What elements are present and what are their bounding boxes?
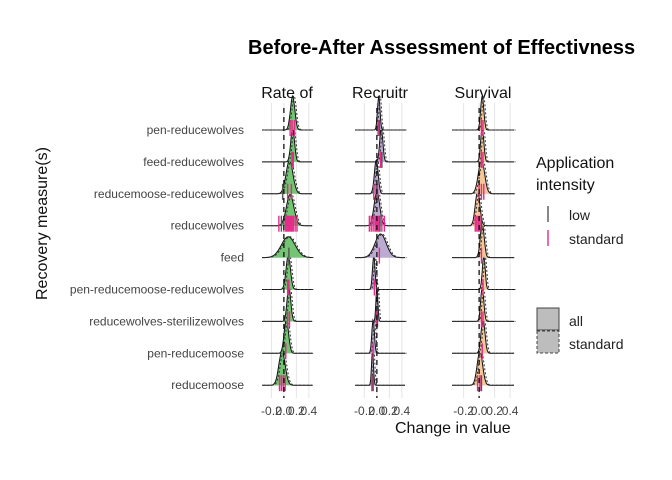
ridge-outline-standard [453, 159, 516, 195]
legend-linetype-all-label: all [569, 313, 584, 329]
panel-title: Survival [455, 85, 512, 102]
ridge-outline [355, 353, 405, 386]
ridge-density [452, 223, 514, 258]
ridge-density [452, 191, 514, 226]
ridge-density [452, 128, 514, 162]
ridge-outline-standard [356, 353, 407, 386]
x-tick-label: -0.2 [261, 404, 282, 418]
ridge-outline [355, 233, 405, 259]
x-tick-label: 0.4 [301, 404, 318, 418]
y-axis-label: Recovery measure(s) [34, 147, 51, 300]
y-tick-label: feed [221, 251, 244, 265]
panel-title: Recruitr [352, 85, 409, 102]
legend-key-all [536, 307, 560, 331]
ridge-density [355, 234, 405, 258]
ridge-outline-standard [263, 286, 314, 322]
chart-title: Before-After Assessment of Effectivness [248, 37, 636, 59]
ridge-density [355, 353, 405, 386]
ridge-density [452, 287, 514, 322]
ridge-outline-standard [453, 351, 516, 386]
ridge-outline [355, 318, 405, 354]
ridge-density [262, 351, 312, 386]
legend-item-standard-label: standard [569, 231, 624, 247]
ridge-outline-standard [356, 158, 407, 195]
y-tick-label: pen-reducemoose [147, 346, 244, 360]
ridge-density [262, 127, 312, 162]
x-tick-label: -0.2 [354, 404, 375, 418]
ridge-outline [262, 126, 312, 163]
ridge-density [262, 160, 312, 194]
x-tick-label: 0.4 [394, 404, 411, 418]
ridge-outline [355, 288, 405, 322]
ridge-outline-standard [356, 255, 407, 290]
ridge-outline-standard [453, 190, 516, 227]
panel-title: Rate of [261, 85, 313, 102]
x-tick-label: -0.2 [453, 404, 474, 418]
legend-item-low-label: low [569, 207, 591, 223]
ridge-outline-standard [356, 126, 407, 163]
ridge-outline-standard [453, 317, 516, 354]
ridge-density [452, 255, 514, 290]
x-tick-label: 0.0 [369, 404, 386, 418]
ridge-outline-standard [263, 160, 314, 195]
ridge-outline-standard [356, 318, 407, 354]
ridge-outline-standard [356, 96, 407, 131]
x-tick-label: 0.2 [486, 404, 503, 418]
ridge-density [355, 128, 405, 162]
ridge-outline-standard [263, 236, 314, 259]
y-tick-label: reducewolves-sterilizewolves [89, 314, 244, 328]
y-tick-label: pen-reducemoose-reducewolves [70, 283, 244, 297]
ridge-outline-standard [453, 255, 516, 290]
ridge-outline-standard [263, 194, 314, 227]
ridge-density [452, 159, 514, 194]
ridge-density [262, 236, 312, 258]
ridge-outline-standard [263, 317, 314, 354]
x-tick-label: 0.2 [288, 404, 305, 418]
ridge-outline-standard [263, 94, 314, 131]
ridge-density [452, 319, 514, 354]
y-tick-label: pen-reducewolves [147, 123, 244, 137]
ridge-outline-standard [263, 126, 314, 163]
ridge-outline [452, 190, 514, 227]
ridge-density [262, 319, 312, 354]
ridge-outline [262, 160, 312, 195]
ridge-density [355, 320, 405, 354]
y-tick-label: reducewolves [171, 219, 244, 233]
x-tick-label: 0.0 [276, 404, 293, 418]
x-axis-label: Change in value [395, 420, 511, 437]
legend-key-standard-dashed [536, 330, 560, 354]
ridge-outline [355, 126, 405, 163]
x-tick-label: 0.0 [471, 404, 488, 418]
y-tick-label: reducemoose [171, 378, 244, 392]
ridge-outline-standard [263, 350, 314, 386]
x-tick-label: 0.4 [502, 404, 519, 418]
y-tick-label: feed-reducewolves [143, 155, 244, 169]
legend-color-title: Application intensity [536, 155, 615, 194]
ridge-density [452, 96, 514, 130]
ridge-outline-standard [453, 221, 516, 259]
x-tick-label: 0.2 [381, 404, 398, 418]
ridge-outline [262, 236, 312, 259]
ridge-outline-standard [356, 288, 407, 322]
legend-linetype-standard-label: standard [569, 336, 624, 352]
y-tick-label: reducemoose-reducewolves [94, 187, 244, 201]
ridge-outline-standard [356, 233, 407, 259]
ridge-density [355, 288, 405, 322]
ridge-density [262, 194, 312, 226]
ridge-outline-standard [356, 191, 407, 227]
